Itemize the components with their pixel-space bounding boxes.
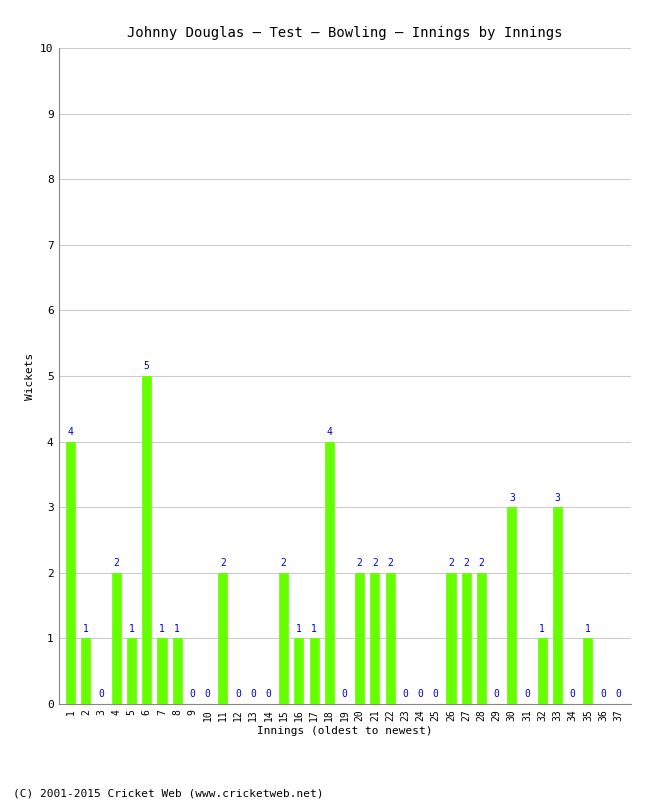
Text: 5: 5 [144,362,150,371]
Bar [355,573,364,704]
Text: 2: 2 [387,558,393,568]
Text: 0: 0 [189,690,195,699]
Y-axis label: Wickets: Wickets [25,352,34,400]
Text: 0: 0 [616,690,621,699]
Text: 0: 0 [570,690,576,699]
Text: 2: 2 [463,558,469,568]
Bar [294,638,304,704]
Text: 2: 2 [357,558,363,568]
Bar [370,573,380,704]
Text: 2: 2 [220,558,226,568]
Bar [81,638,90,704]
Text: 0: 0 [265,690,271,699]
Bar [309,638,318,704]
Text: 1: 1 [540,624,545,634]
Bar [462,573,471,704]
Bar [538,638,547,704]
Bar [583,638,592,704]
Bar [142,376,151,704]
X-axis label: Innings (oldest to newest): Innings (oldest to newest) [257,726,432,736]
Bar [385,573,395,704]
Text: 1: 1 [174,624,180,634]
Text: 0: 0 [235,690,241,699]
Bar [553,507,562,704]
Text: 4: 4 [68,427,73,437]
Bar [507,507,516,704]
Bar [279,573,288,704]
Text: 1: 1 [311,624,317,634]
Text: 0: 0 [250,690,256,699]
Text: 2: 2 [372,558,378,568]
Text: 1: 1 [159,624,165,634]
Bar [173,638,182,704]
Bar [157,638,166,704]
Text: 0: 0 [524,690,530,699]
Bar [447,573,456,704]
Text: 0: 0 [418,690,424,699]
Text: 2: 2 [478,558,484,568]
Text: 3: 3 [554,493,560,502]
Text: 0: 0 [402,690,408,699]
Text: 2: 2 [281,558,287,568]
Text: 0: 0 [98,690,104,699]
Text: 0: 0 [341,690,348,699]
Text: 4: 4 [326,427,332,437]
Text: 0: 0 [494,690,500,699]
Text: 1: 1 [296,624,302,634]
Text: 3: 3 [509,493,515,502]
Text: (C) 2001-2015 Cricket Web (www.cricketweb.net): (C) 2001-2015 Cricket Web (www.cricketwe… [13,788,324,798]
Bar [66,442,75,704]
Text: 0: 0 [205,690,211,699]
Text: 2: 2 [113,558,119,568]
Text: 0: 0 [433,690,439,699]
Text: 1: 1 [129,624,135,634]
Text: 2: 2 [448,558,454,568]
Bar [112,573,121,704]
Title: Johnny Douglas – Test – Bowling – Innings by Innings: Johnny Douglas – Test – Bowling – Inning… [127,26,562,40]
Bar [325,442,334,704]
Text: 1: 1 [585,624,591,634]
Text: 0: 0 [600,690,606,699]
Bar [127,638,136,704]
Bar [477,573,486,704]
Text: 1: 1 [83,624,89,634]
Bar [218,573,227,704]
